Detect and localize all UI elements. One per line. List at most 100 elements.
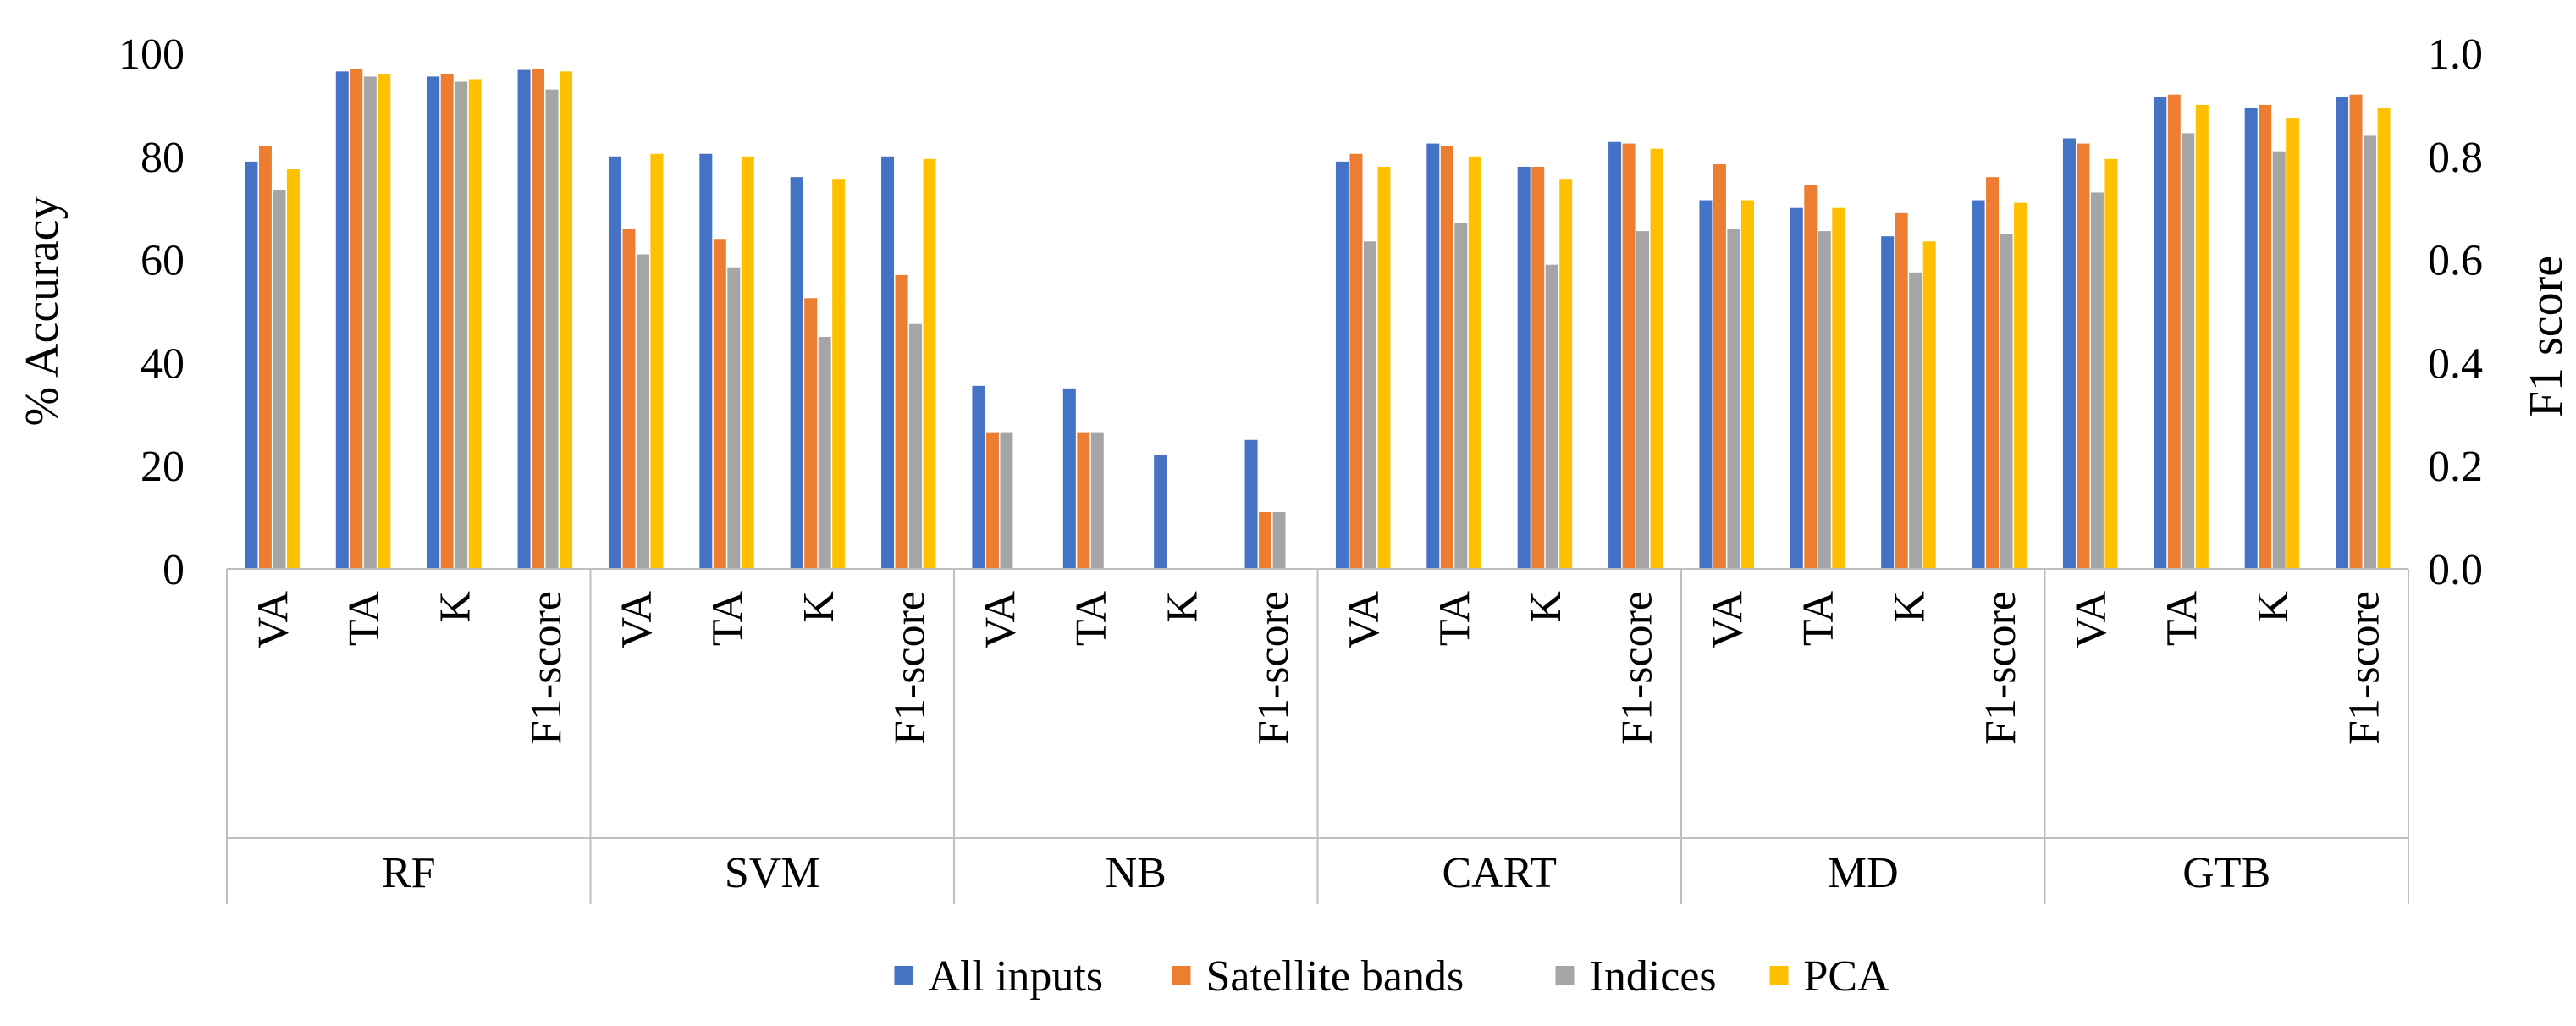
- bar-all-inputs-5: [699, 153, 713, 569]
- bar-satellite-bands-4: [622, 229, 636, 569]
- bar-satellite-bands-20: [2077, 143, 2090, 569]
- bar-satellite-bands-1: [350, 69, 363, 569]
- bar-satellite-bands-22: [2259, 104, 2272, 569]
- bar-satellite-bands-15: [1622, 143, 1636, 569]
- legend-label-pca: PCA: [1804, 952, 1890, 1001]
- bar-all-inputs-11: [1244, 439, 1258, 569]
- bar-pca-15: [1650, 148, 1663, 570]
- bar-pca-21: [2195, 104, 2209, 569]
- group-label-svm: SVM: [725, 849, 820, 897]
- category-label: TA: [1067, 591, 1116, 647]
- bar-all-inputs-9: [1062, 388, 1076, 569]
- bar-satellite-bands-17: [1804, 185, 1818, 570]
- bar-pca-1: [378, 74, 391, 570]
- category-label: TA: [704, 591, 753, 647]
- bar-satellite-bands-8: [985, 432, 999, 569]
- bar-pca-14: [1559, 179, 1573, 569]
- legend-label-all-inputs: All inputs: [929, 952, 1104, 1001]
- bar-indices-21: [2182, 133, 2195, 569]
- bar-pca-22: [2286, 118, 2300, 570]
- category-label: TA: [2159, 591, 2207, 647]
- y-tick-label: 40: [141, 339, 185, 388]
- bar-indices-4: [636, 254, 649, 569]
- y2-tick-label: 0.6: [2428, 237, 2483, 285]
- bar-all-inputs-22: [2244, 107, 2258, 569]
- bar-satellite-bands-11: [1259, 512, 1272, 569]
- bar-satellite-bands-9: [1077, 432, 1090, 569]
- bar-satellite-bands-19: [1986, 177, 2000, 569]
- bar-indices-11: [1272, 512, 1286, 569]
- category-label: F1-score: [2340, 591, 2388, 745]
- bar-indices-0: [273, 190, 286, 569]
- y2-tick-label: 0.2: [2428, 443, 2483, 491]
- bar-indices-9: [1090, 432, 1104, 569]
- category-label: TA: [340, 591, 389, 647]
- labels-layer: 0 20 40 60 80 100 0.0 0.2 0.4 0.6 0.8 1.0 % Accuracy…: [16, 30, 2573, 897]
- category-label: VA: [613, 591, 661, 649]
- legend: All inputs Satellite bands Indices PCA: [894, 952, 1890, 1001]
- bar-satellite-bands-0: [258, 146, 272, 569]
- bar-indices-16: [1727, 229, 1740, 569]
- bar-satellite-bands-7: [895, 274, 908, 569]
- bar-satellite-bands-16: [1713, 163, 1726, 569]
- bar-pca-7: [923, 158, 936, 569]
- bar-satellite-bands-3: [532, 69, 545, 569]
- category-label: TA: [1431, 591, 1480, 647]
- category-label: F1-score: [522, 591, 571, 745]
- legend-swatch-pca: [1769, 966, 1789, 985]
- bar-pca-0: [286, 169, 300, 569]
- category-label: VA: [1340, 591, 1388, 649]
- bar-all-inputs-8: [972, 385, 985, 569]
- bar-indices-3: [545, 89, 559, 569]
- bar-indices-7: [909, 323, 923, 569]
- category-label: F1-score: [1249, 591, 1298, 745]
- bar-pca-19: [2014, 202, 2027, 570]
- category-label: K: [1522, 591, 1570, 623]
- bar-all-inputs-1: [335, 71, 349, 569]
- bar-all-inputs-13: [1426, 143, 1440, 569]
- bars-layer: [245, 69, 2391, 570]
- bar-indices-23: [2364, 135, 2377, 569]
- bar-pca-5: [741, 156, 754, 570]
- category-label: F1-score: [1977, 591, 2025, 745]
- bar-indices-20: [2090, 192, 2104, 569]
- bar-all-inputs-7: [881, 156, 895, 570]
- group-label-nb: NB: [1106, 849, 1167, 897]
- bar-indices-5: [727, 267, 741, 569]
- category-label: VA: [1704, 591, 1752, 649]
- bar-pca-16: [1740, 200, 1754, 569]
- bar-pca-4: [650, 153, 664, 569]
- axes-layer: [226, 568, 2409, 904]
- legend-swatch-all-inputs: [894, 966, 913, 985]
- group-label-rf: RF: [382, 849, 436, 897]
- bar-satellite-bands-12: [1349, 153, 1363, 569]
- category-label: F1-score: [885, 591, 934, 745]
- bar-all-inputs-15: [1608, 141, 1622, 569]
- y-tick-label: 60: [141, 237, 185, 285]
- y-axis-title: % Accuracy: [16, 196, 69, 426]
- category-label: K: [1158, 591, 1206, 623]
- y2-tick-label: 0.4: [2428, 339, 2483, 388]
- bar-pca-17: [1832, 207, 1845, 569]
- bar-all-inputs-14: [1517, 166, 1531, 570]
- bar-satellite-bands-21: [2167, 94, 2181, 570]
- legend-label-indices: Indices: [1590, 952, 1717, 1001]
- category-label: K: [1885, 591, 1933, 623]
- bar-all-inputs-2: [427, 76, 440, 569]
- bar-pca-12: [1377, 166, 1391, 570]
- bar-pca-3: [560, 71, 573, 569]
- bar-indices-19: [2000, 234, 2013, 569]
- category-label: VA: [977, 591, 1025, 649]
- category-label: TA: [1795, 591, 1843, 647]
- bar-all-inputs-16: [1699, 200, 1713, 569]
- bar-all-inputs-12: [1335, 161, 1349, 569]
- bar-all-inputs-21: [2154, 97, 2167, 569]
- y-tick-label: 100: [119, 30, 185, 79]
- bar-pca-6: [832, 179, 846, 569]
- category-label: VA: [250, 591, 298, 649]
- bar-indices-12: [1363, 241, 1376, 569]
- bar-indices-17: [1818, 231, 1831, 569]
- bar-all-inputs-10: [1154, 455, 1167, 569]
- bar-all-inputs-17: [1790, 207, 1803, 569]
